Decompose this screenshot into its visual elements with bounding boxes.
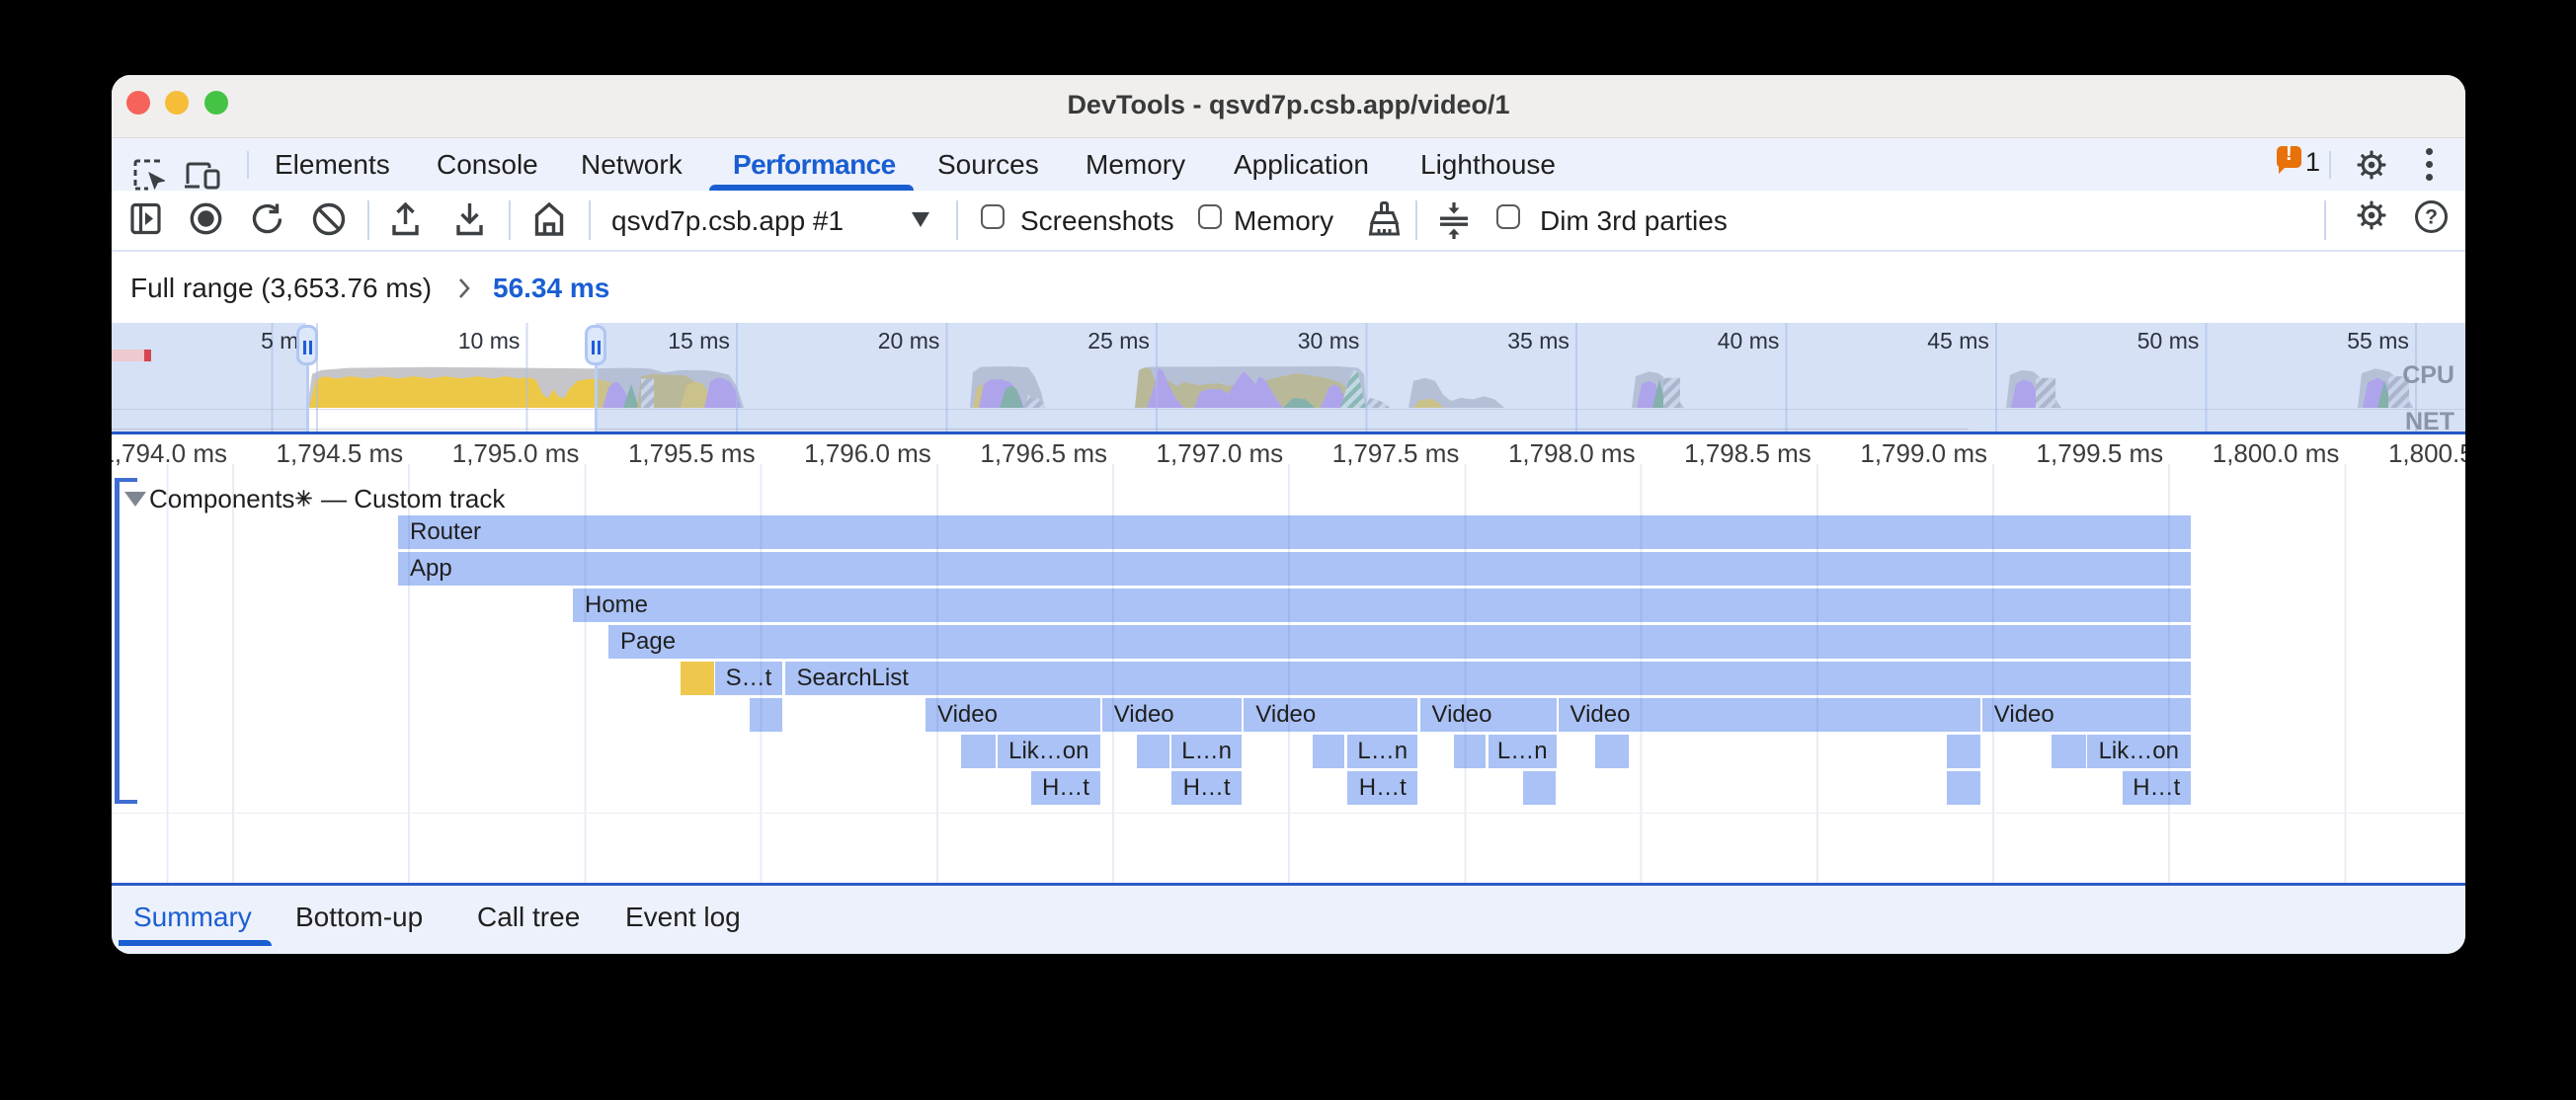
svg-text:?: ? (2425, 206, 2438, 229)
